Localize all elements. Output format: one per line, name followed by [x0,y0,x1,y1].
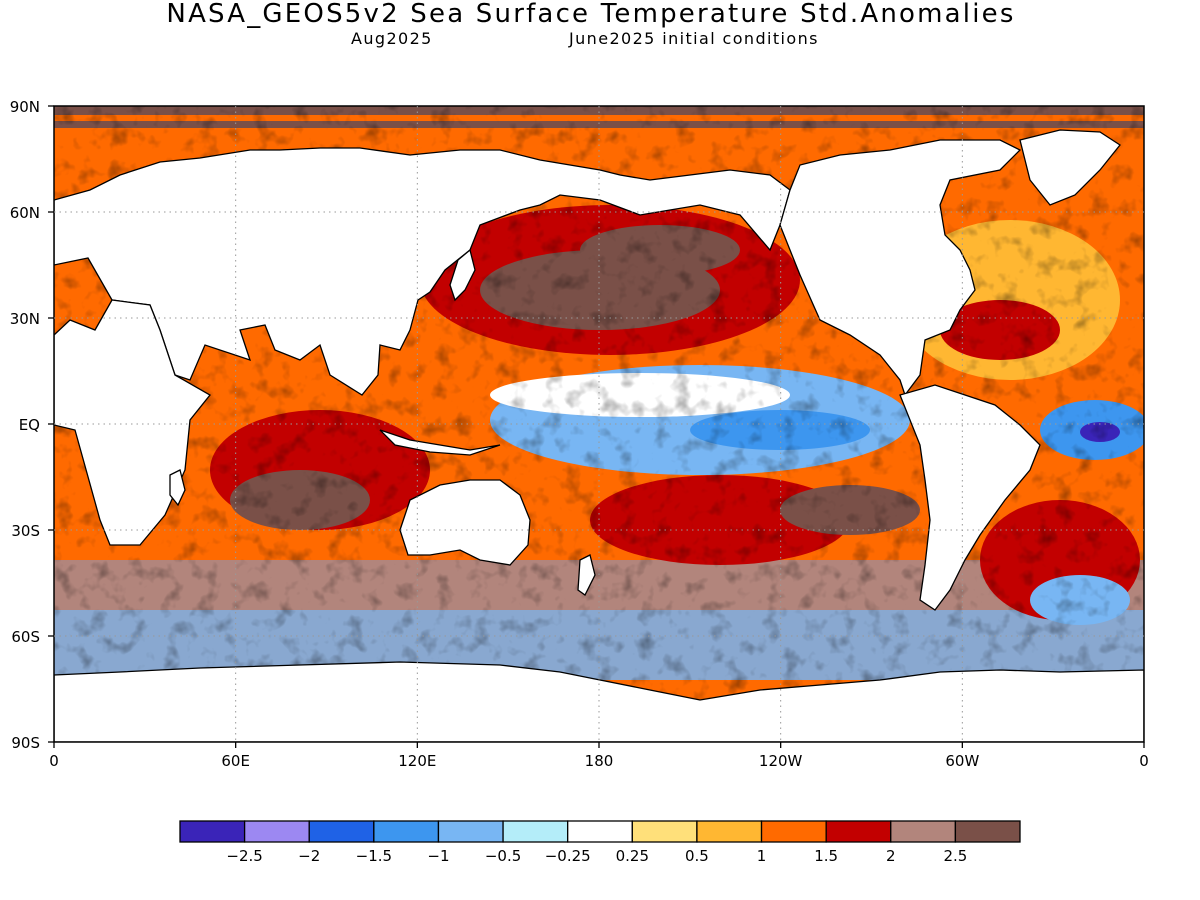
lat-label: 90N [10,98,40,116]
colorbar-swatch [631,820,698,843]
colorbar-swatch [243,820,310,843]
colorbar [179,820,1021,843]
greenland-landmass [1019,129,1121,206]
new-zealand-islands [577,554,596,596]
colorbar-swatch [567,820,633,843]
lon-label: 60E [221,752,250,770]
colorbar-tick-label: −1 [427,847,449,865]
lon-label: 180 [585,752,614,770]
lon-label: 60W [945,752,979,770]
sst-anomaly-field [54,106,1144,742]
colorbar-tick-label: −0.25 [545,847,591,865]
north-america-landmass [779,139,1022,397]
colorbar-tick-label: 1 [757,847,767,865]
graticule [48,105,1145,748]
colorbar-tick-label: −2 [298,847,320,865]
lat-label: 60S [11,628,40,646]
lat-label: EQ [19,416,40,434]
australia-landmass [399,479,531,566]
colorbar-swatch [696,820,763,843]
colorbar-tick-label: 0.5 [685,847,709,865]
colorbar-tick-label: 1.5 [814,847,838,865]
antarctica-landmass [54,661,1144,742]
lat-label: 60N [10,204,40,222]
lat-label: 30N [10,310,40,328]
colorbar-swatch [825,820,892,843]
map-title: NASA_GEOS5v2 Sea Surface Temperature Std… [166,0,1016,29]
japan-islands [449,248,476,302]
colorbar-tick-label: −0.5 [485,847,521,865]
initial-conditions-label: June2025 initial conditions [569,29,819,48]
colorbar-tick-label: −1.5 [356,847,392,865]
colorbar-swatch [760,820,827,843]
colorbar-swatch [954,820,1021,843]
madagascar-island [169,469,186,507]
colorbar-swatch [437,820,504,843]
colorbar-swatch [373,820,440,843]
indonesia-islands [379,429,501,456]
lat-label: 90S [11,734,40,752]
colorbar-tick-labels: −2.5 −2 −1.5 −1 −0.5 −0.25 0.25 0.5 1 1.5 2 2.5 [226,847,967,865]
colorbar-tick-label: −2.5 [226,847,262,865]
lon-label: 120W [759,752,803,770]
colorbar-tick-label: 2.5 [943,847,967,865]
lat-label: 30S [11,522,40,540]
lon-label: 0 [49,752,59,770]
colorbar-swatch [502,820,569,843]
forecast-month: Aug2025 [351,29,433,48]
latitude-labels: 90N 60N 30N EQ 30S 60S 90S [10,98,40,752]
colorbar-tick-label: 0.25 [616,847,649,865]
eurasia-landmass [54,147,791,396]
colorbar-swatch [308,820,375,843]
colorbar-swatch [890,820,957,843]
south-america-landmass [899,384,1041,611]
continents [54,129,1144,742]
colorbar-tick-label: 2 [886,847,896,865]
lon-label: 120E [398,752,436,770]
lon-label: 0 [1139,752,1149,770]
colorbar-swatch [179,820,246,843]
longitude-labels: 0 60E 120E 180 120W 60W 0 [49,752,1149,770]
